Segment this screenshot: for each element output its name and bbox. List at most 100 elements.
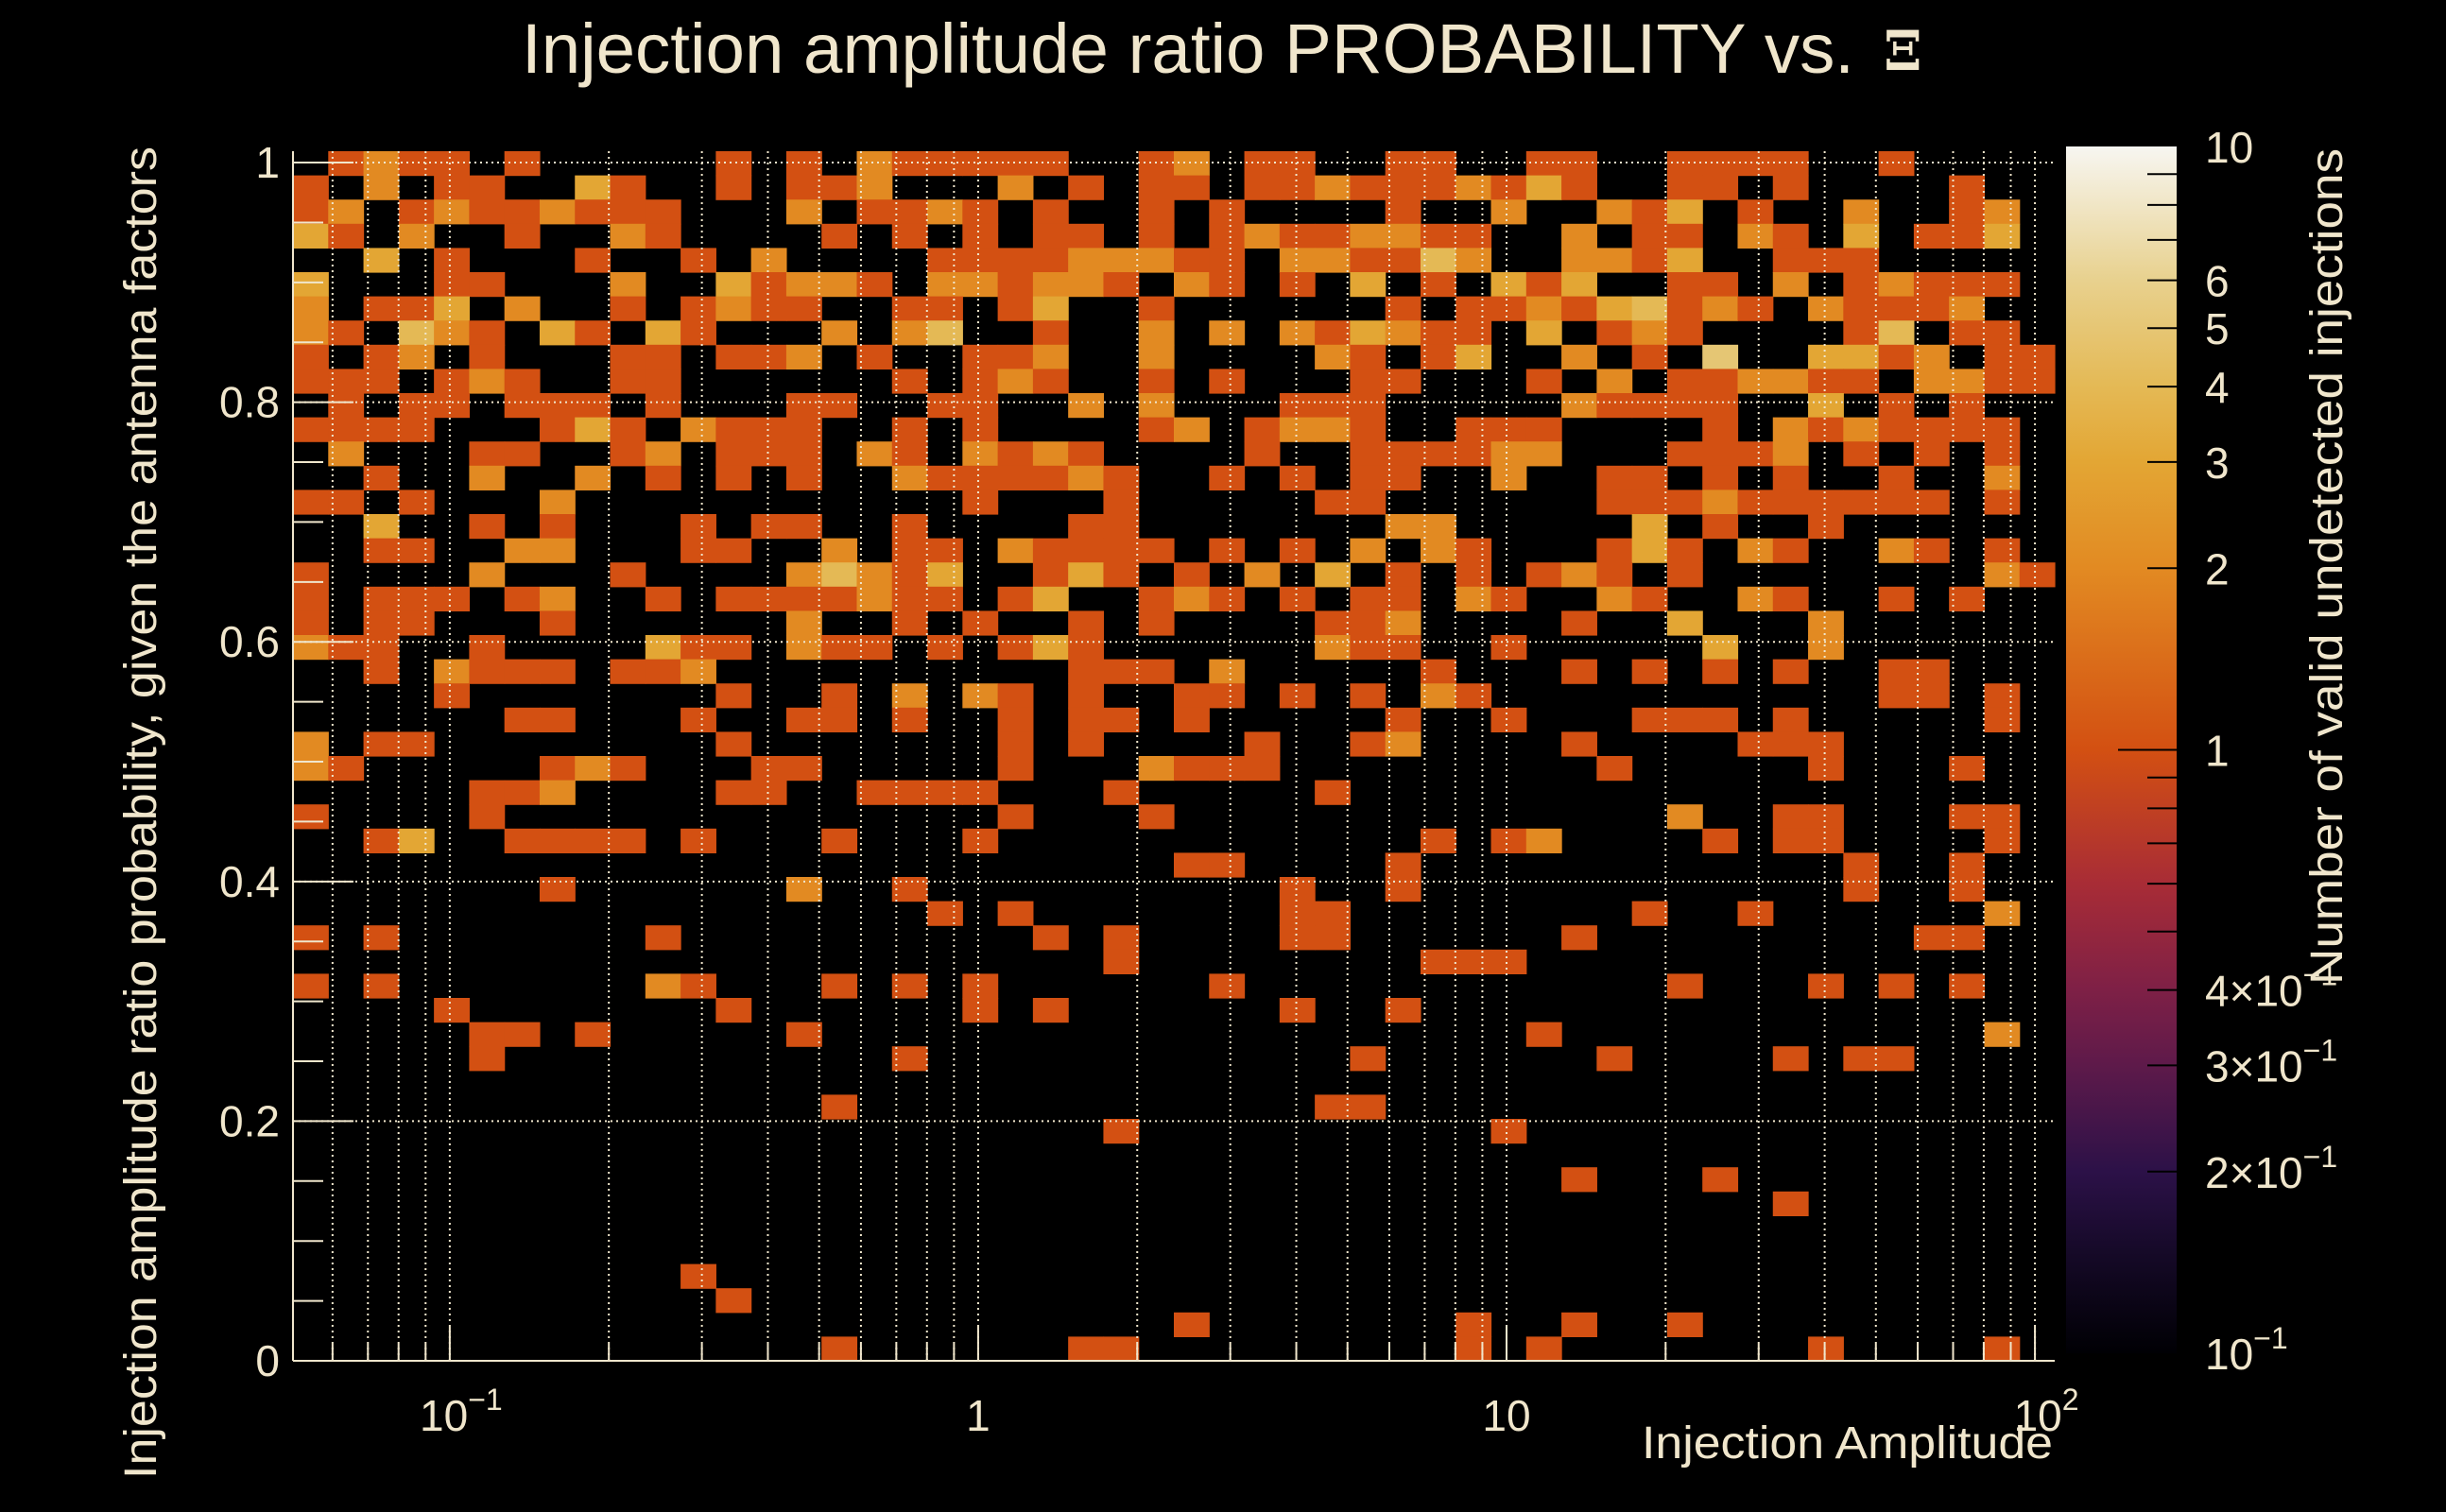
- heatmap-cell: [1350, 610, 1387, 636]
- heatmap-cell: [1350, 441, 1387, 467]
- heatmap-cell: [1209, 538, 1246, 563]
- heatmap-cell: [1032, 344, 1069, 369]
- heatmap-cell: [1209, 369, 1246, 394]
- heatmap-cell: [328, 320, 365, 346]
- heatmap-cell: [1103, 659, 1140, 684]
- heatmap-cell: [962, 223, 999, 249]
- heatmap-cell: [785, 586, 822, 611]
- heatmap-cell: [1456, 296, 1492, 321]
- heatmap-cell: [1068, 272, 1105, 298]
- heatmap-cell: [785, 610, 822, 636]
- heatmap-cell: [1843, 441, 1880, 467]
- heatmap-cell: [1385, 731, 1421, 757]
- heatmap-cell: [1456, 223, 1492, 249]
- heatmap-cell: [363, 828, 400, 853]
- heatmap-cell: [821, 586, 858, 611]
- heatmap-cell: [1350, 344, 1387, 369]
- heatmap-cell: [1561, 731, 1597, 757]
- heatmap-cell: [1279, 998, 1316, 1023]
- heatmap-cell: [575, 417, 612, 442]
- heatmap-cell: [1385, 441, 1421, 467]
- heatmap-cell: [293, 344, 329, 369]
- heatmap-cell: [1456, 1312, 1492, 1337]
- heatmap-cell: [1032, 296, 1069, 321]
- heatmap-cell: [539, 877, 576, 902]
- heatmap-cell: [1244, 175, 1281, 200]
- heatmap-cell: [1843, 320, 1880, 346]
- heatmap-cell: [1949, 804, 1986, 830]
- heatmap-cell: [927, 296, 963, 321]
- heatmap-cell: [821, 1336, 858, 1362]
- heatmap-cell: [1138, 610, 1175, 636]
- heatmap-cell: [1068, 562, 1105, 588]
- heatmap-cell: [1032, 465, 1069, 490]
- heatmap-cell: [891, 151, 928, 177]
- heatmap-cell: [1490, 175, 1527, 200]
- heatmap-cell: [1843, 490, 1880, 515]
- heatmap-cell: [1984, 804, 2021, 830]
- heatmap-cell: [645, 465, 681, 490]
- heatmap-cell: [1772, 465, 1809, 490]
- heatmap-cell: [1209, 683, 1246, 709]
- heatmap-cell: [1913, 441, 1950, 467]
- heatmap-cell: [1631, 199, 1668, 225]
- heatmap-cell: [1068, 248, 1105, 273]
- heatmap-cell: [856, 175, 893, 200]
- heatmap-cell: [469, 175, 506, 200]
- heatmap-cell: [1737, 296, 1774, 321]
- heatmap-cell: [1032, 199, 1069, 225]
- heatmap-cell: [997, 731, 1034, 757]
- heatmap-cell: [1808, 296, 1844, 321]
- heatmap-cell: [1103, 707, 1140, 732]
- heatmap-cell: [1315, 417, 1351, 442]
- heatmap-cell: [539, 490, 576, 515]
- heatmap-cell: [469, 344, 506, 369]
- heatmap-cell: [1068, 1336, 1105, 1362]
- heatmap-cell: [1772, 1046, 1809, 1072]
- heatmap-cell: [469, 199, 506, 225]
- heatmap-cell: [1138, 223, 1175, 249]
- heatmap-cell: [821, 707, 858, 732]
- heatmap-cell: [293, 320, 329, 346]
- heatmap-cell: [1631, 586, 1668, 611]
- heatmap-cell: [1702, 1167, 1739, 1193]
- heatmap-cell: [1315, 925, 1351, 951]
- heatmap-cell: [997, 296, 1034, 321]
- heatmap-cell: [1350, 635, 1387, 661]
- heatmap-cell: [1561, 248, 1597, 273]
- heatmap-cell: [1702, 514, 1739, 540]
- heatmap-cell: [1032, 320, 1069, 346]
- heatmap-cell: [1631, 707, 1668, 732]
- heatmap-cell: [1103, 272, 1140, 298]
- heatmap-cell: [1068, 731, 1105, 757]
- heatmap-cell: [1843, 1046, 1880, 1072]
- heatmap-cell: [1279, 465, 1316, 490]
- heatmap-cell: [610, 272, 646, 298]
- heatmap-cell: [469, 1022, 506, 1047]
- heatmap-cell: [1878, 586, 1915, 611]
- heatmap-cell: [821, 272, 858, 298]
- heatmap-cell: [1949, 369, 1986, 394]
- heatmap-cell: [1913, 223, 1950, 249]
- heatmap-cell: [328, 441, 365, 467]
- heatmap-cell: [1138, 756, 1175, 782]
- heatmap-cell: [1913, 683, 1950, 709]
- heatmap-cell: [1068, 659, 1105, 684]
- heatmap-cell: [398, 538, 435, 563]
- heatmap-cell: [927, 393, 963, 419]
- heatmap-cell: [1385, 320, 1421, 346]
- heatmap-cell: [575, 465, 612, 490]
- heatmap-cell: [328, 223, 365, 249]
- heatmap-cell: [1068, 707, 1105, 732]
- heatmap-cell: [1808, 514, 1844, 540]
- heatmap-cell: [715, 683, 752, 709]
- heatmap-cell: [1420, 175, 1456, 200]
- heatmap-cell: [1279, 320, 1316, 346]
- heatmap-cell: [1666, 1312, 1703, 1337]
- heatmap-cell: [1984, 1336, 2021, 1362]
- x-tick-label-text: 10: [1482, 1391, 1530, 1440]
- heatmap-cell: [575, 1022, 612, 1047]
- heatmap-cell: [1702, 828, 1739, 853]
- heatmap-cell: [1138, 659, 1175, 684]
- heatmap-cell: [610, 659, 646, 684]
